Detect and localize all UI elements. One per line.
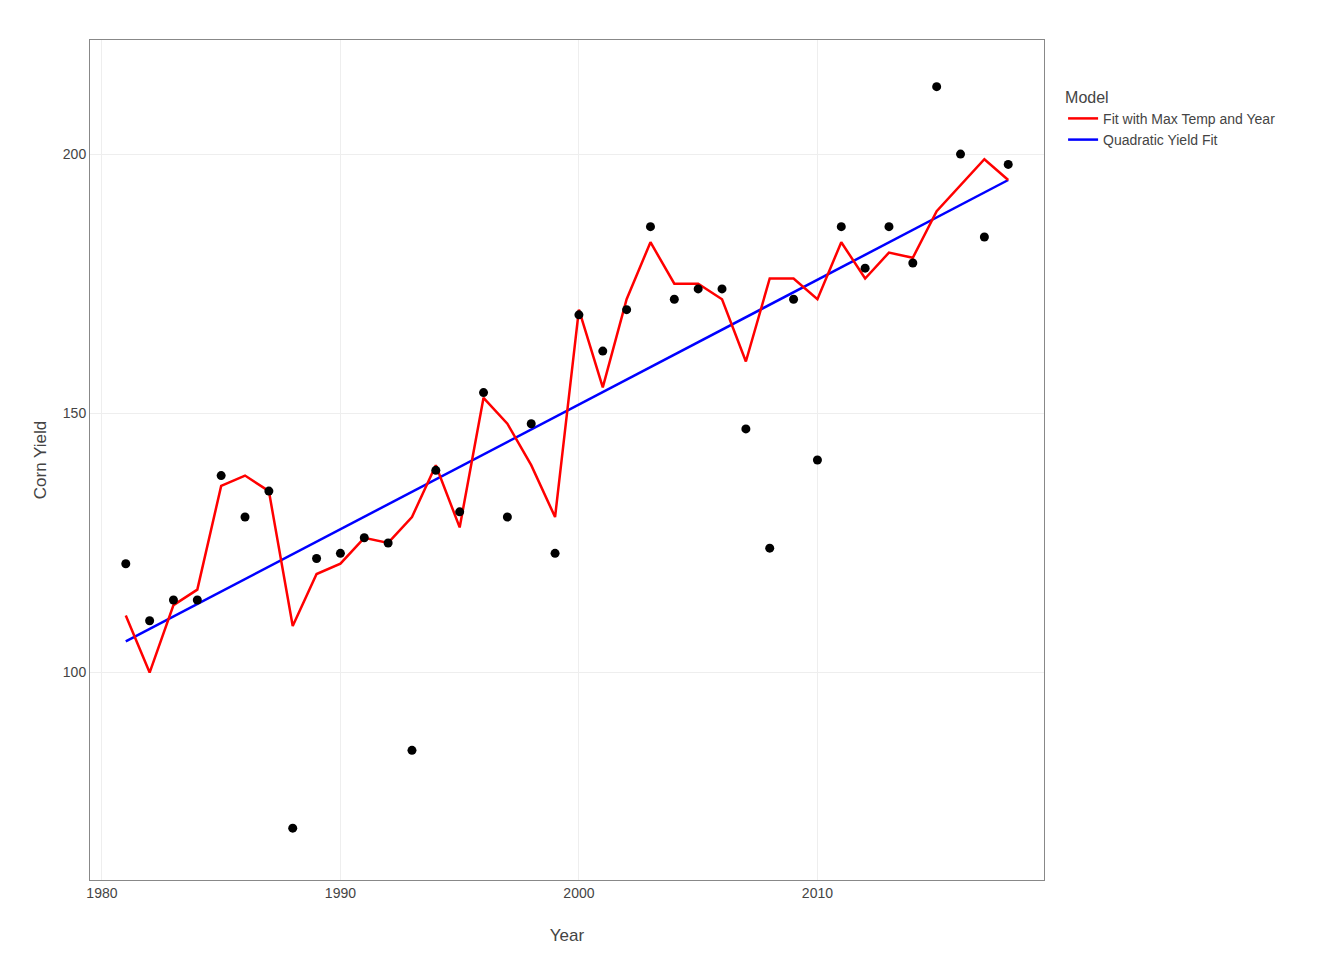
svg-text:100: 100 <box>63 664 87 680</box>
svg-text:2000: 2000 <box>563 885 594 901</box>
svg-text:Corn Yield: Corn Yield <box>31 421 50 499</box>
svg-text:2010: 2010 <box>802 885 833 901</box>
svg-text:150: 150 <box>63 405 87 421</box>
svg-text:1980: 1980 <box>86 885 117 901</box>
svg-text:Model: Model <box>1065 89 1109 106</box>
svg-text:1990: 1990 <box>325 885 356 901</box>
svg-text:Year: Year <box>550 926 585 945</box>
svg-text:200: 200 <box>63 146 87 162</box>
svg-text:Quadratic Yield Fit: Quadratic Yield Fit <box>1103 132 1217 148</box>
svg-text:Fit with Max Temp and Year: Fit with Max Temp and Year <box>1103 111 1275 127</box>
